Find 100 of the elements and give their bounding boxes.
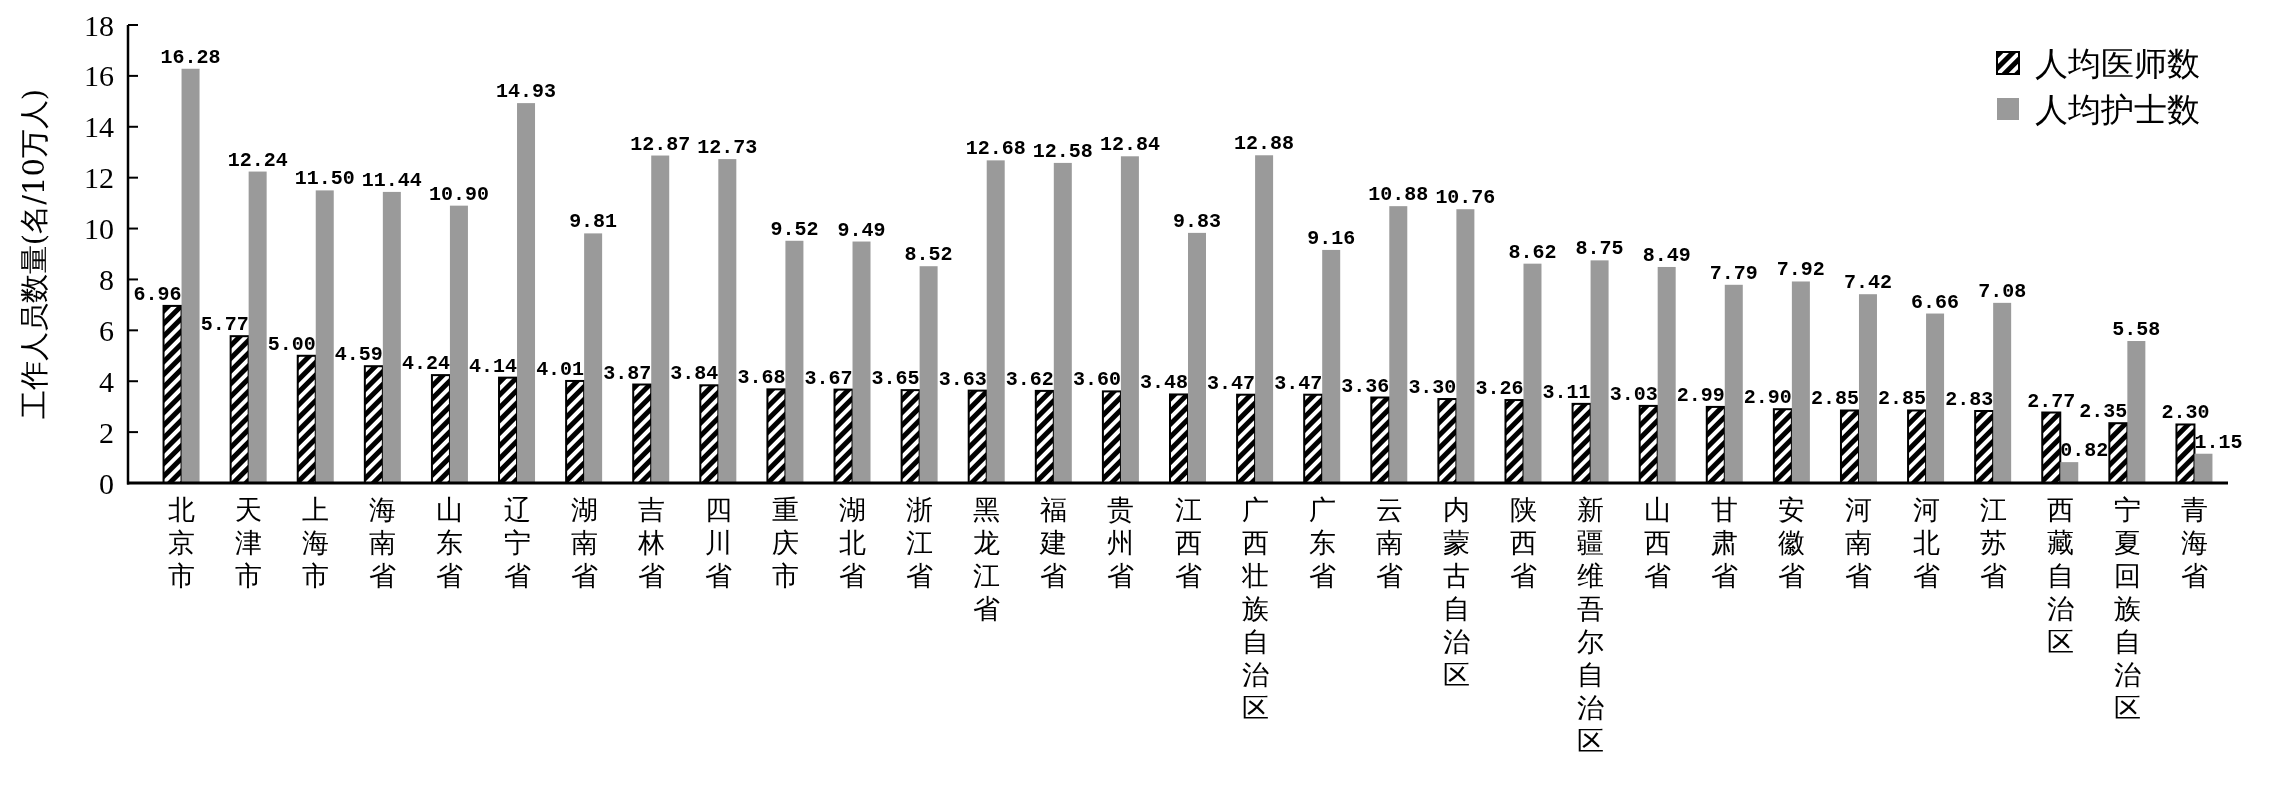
data-label: 8.75 (1575, 237, 1624, 261)
data-label: 7.92 (1776, 258, 1825, 282)
data-label: 9.83 (1173, 209, 1222, 233)
data-label: 4.01 (536, 357, 585, 381)
x-tick-label: 广东省 (1308, 494, 1336, 591)
data-label: 7.79 (1709, 261, 1758, 285)
y-axis-title: 工作人员数量(名/10万人) (17, 88, 52, 420)
data-label: 5.58 (2112, 318, 2161, 342)
bar (651, 155, 670, 483)
data-label: 2.85 (1878, 387, 1927, 411)
x-tick-label: 四川省 (704, 494, 732, 591)
bar (919, 266, 938, 483)
y-tick-label: 6 (99, 313, 114, 347)
data-label: 3.68 (737, 366, 786, 390)
y-tick-label: 0 (99, 466, 114, 500)
data-label: 1.15 (2194, 430, 2243, 454)
data-label: 3.65 (871, 367, 920, 391)
x-tick-label: 湖北省 (839, 494, 867, 591)
data-label: 7.08 (1978, 279, 2027, 303)
x-tick-label: 黑龙江省 (973, 494, 1001, 624)
data-label: 4.59 (334, 343, 383, 367)
bar (1255, 155, 1274, 483)
y-tick-label: 10 (84, 212, 114, 246)
data-label: 2.99 (1676, 383, 1725, 407)
x-tick-label: 重庆市 (771, 494, 799, 591)
data-label: 8.62 (1508, 240, 1557, 264)
data-label: 2.85 (1810, 387, 1859, 411)
x-tick-label: 青海省 (2180, 494, 2208, 591)
data-label: 3.63 (938, 367, 987, 391)
x-tick-label: 湖南省 (570, 494, 598, 591)
bar (1858, 294, 1877, 483)
data-label: 9.16 (1307, 226, 1356, 250)
data-label: 0.82 (2060, 439, 2109, 463)
x-tick-label: 安徽省 (1778, 494, 1806, 591)
data-label: 2.90 (1743, 386, 1792, 410)
data-label: 4.14 (469, 354, 518, 378)
bar (1389, 206, 1408, 483)
y-tick-label: 14 (84, 110, 114, 144)
x-tick-label: 广西壮族自治区 (1240, 494, 1269, 723)
bar (1456, 209, 1475, 483)
x-tick-label: 山西省 (1644, 494, 1672, 591)
x-tick-label: 内蒙古自治区 (1442, 494, 1470, 690)
y-tick-label: 4 (99, 364, 114, 398)
x-tick-label: 山东省 (436, 494, 464, 591)
bar (1993, 302, 2012, 483)
data-label: 5.77 (200, 313, 249, 337)
data-label: 3.62 (1005, 367, 1054, 391)
bar (517, 103, 536, 483)
x-tick-label: 陕西省 (1509, 494, 1537, 591)
data-label: 11.44 (361, 168, 422, 192)
x-tick-label: 北京市 (168, 494, 196, 591)
data-label: 3.48 (1140, 371, 1189, 395)
bar (1120, 156, 1139, 483)
bar (382, 191, 401, 483)
x-tick-label: 贵州省 (1107, 494, 1135, 591)
bar (2194, 453, 2213, 483)
bar (2060, 462, 2079, 483)
data-label: 2.30 (2161, 401, 2210, 425)
y-tick-label: 16 (84, 59, 114, 93)
x-tick-label: 上海市 (302, 494, 330, 591)
bar (718, 159, 737, 483)
y-tick-label: 8 (99, 262, 114, 296)
data-label: 10.90 (428, 182, 489, 206)
x-tick-label: 江西省 (1174, 494, 1202, 591)
x-tick-label: 天津市 (235, 494, 263, 591)
data-label: 3.47 (1274, 371, 1323, 395)
y-tick-label: 12 (84, 161, 114, 195)
bar (181, 68, 200, 483)
data-label: 9.81 (569, 210, 618, 234)
bar (1053, 162, 1072, 483)
x-tick-label: 海南省 (369, 494, 397, 591)
x-tick-label: 江苏省 (1979, 494, 2007, 591)
x-tick-label: 宁夏回族自治区 (2113, 494, 2141, 723)
data-label: 10.76 (1435, 186, 1496, 210)
data-label: 9.49 (837, 218, 886, 242)
bar (1657, 266, 1676, 483)
data-label: 12.87 (630, 132, 691, 156)
data-label: 12.58 (1032, 139, 1093, 163)
data-label: 3.30 (1408, 376, 1457, 400)
data-label: 3.11 (1542, 380, 1591, 404)
bar (449, 205, 468, 483)
data-label: 8.49 (1642, 243, 1691, 267)
bar (584, 233, 603, 483)
bar (1791, 281, 1810, 483)
data-label: 14.93 (496, 80, 557, 104)
data-label: 3.26 (1475, 377, 1524, 401)
bar (1322, 249, 1341, 483)
x-tick-label: 西藏自治区 (2046, 494, 2074, 657)
bar (1590, 260, 1609, 483)
data-label: 2.35 (2079, 400, 2128, 424)
data-label: 12.68 (965, 137, 1026, 161)
data-label: 2.83 (1945, 387, 1994, 411)
x-tick-label: 吉林省 (636, 494, 665, 591)
x-tick-label: 河南省 (1845, 494, 1873, 591)
bar (785, 240, 804, 483)
data-label: 12.24 (227, 148, 288, 172)
bar (1523, 263, 1542, 483)
data-label: 12.88 (1234, 132, 1295, 156)
data-label: 8.52 (904, 243, 953, 267)
bar (852, 241, 871, 483)
